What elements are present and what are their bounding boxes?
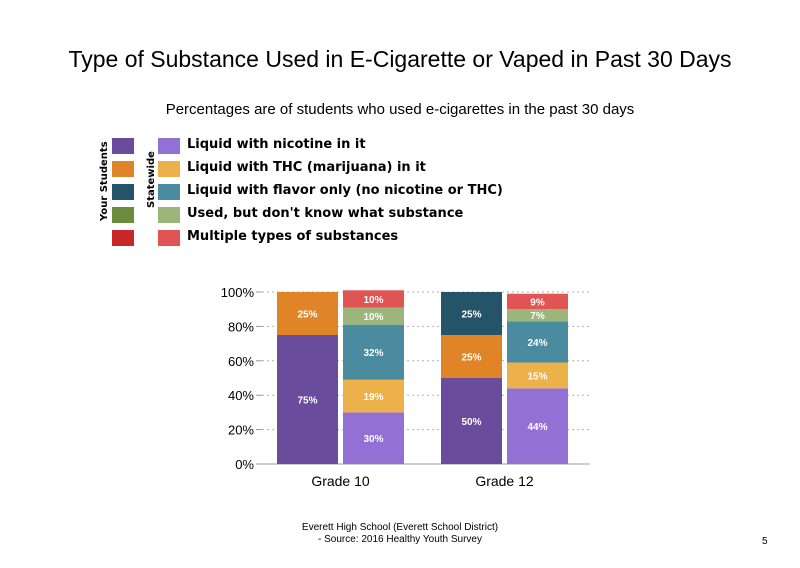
data-label: 19% xyxy=(363,392,383,403)
y-tick-label: 100% xyxy=(221,285,255,300)
data-label: 10% xyxy=(363,312,383,323)
footer-source: - Source: 2016 Healthy Youth Survey xyxy=(318,534,482,545)
legend-swatch-your-students xyxy=(112,230,134,246)
data-label: 25% xyxy=(297,310,317,321)
legend-label: Multiple types of substances xyxy=(187,229,399,244)
bar-segment xyxy=(507,388,568,464)
bar-segment xyxy=(441,378,502,464)
bar-segment xyxy=(343,324,404,380)
legend-swatch-your-students xyxy=(112,161,134,177)
bar-segment xyxy=(277,292,338,335)
legend-swatch-statewide xyxy=(158,230,180,246)
y-tick-label: 80% xyxy=(228,319,254,334)
bar-segment xyxy=(441,335,502,378)
legend-swatch-statewide xyxy=(158,138,180,154)
x-category-label: Grade 12 xyxy=(475,473,534,489)
legend-label: Used, but don't know what substance xyxy=(187,206,464,221)
footer: Everett High School (Everett School Dist… xyxy=(200,522,600,546)
data-label: 25% xyxy=(461,353,481,364)
bar-segment xyxy=(441,292,502,335)
data-label: 10% xyxy=(363,295,383,306)
page-number: 5 xyxy=(762,536,768,547)
legend-label: Liquid with THC (marijuana) in it xyxy=(187,160,426,175)
y-tick-label: 40% xyxy=(228,388,254,403)
legend-label: Liquid with flavor only (no nicotine or … xyxy=(187,183,503,198)
bar-segment xyxy=(507,362,568,389)
data-label: 32% xyxy=(363,348,383,359)
bar-segment xyxy=(277,335,338,464)
bar-segment xyxy=(507,293,568,310)
data-label: 75% xyxy=(297,396,317,407)
data-label: 15% xyxy=(527,371,547,382)
legend-swatch-statewide xyxy=(158,207,180,223)
bar-segment xyxy=(507,309,568,322)
legend-swatch-statewide xyxy=(158,161,180,177)
bar-segment xyxy=(343,290,404,308)
y-tick-label: 0% xyxy=(235,457,254,472)
data-label: 25% xyxy=(461,310,481,321)
legend-swatch-your-students xyxy=(112,184,134,200)
data-label: 7% xyxy=(530,311,545,322)
bar-segment xyxy=(343,307,404,325)
data-label: 44% xyxy=(527,422,547,433)
y-tick-label: 60% xyxy=(228,354,254,369)
legend-swatch-your-students xyxy=(112,138,134,154)
footer-school: Everett High School (Everett School Dist… xyxy=(301,522,499,533)
data-label: 50% xyxy=(461,417,481,428)
data-label: 24% xyxy=(527,338,547,349)
data-label: 9% xyxy=(530,297,545,308)
legend-swatch-statewide xyxy=(158,184,180,200)
legend-label: Liquid with nicotine in it xyxy=(187,137,366,152)
x-category-label: Grade 10 xyxy=(311,473,370,489)
bar-segment xyxy=(507,321,568,363)
legend-swatch-your-students xyxy=(112,207,134,223)
bar-segment xyxy=(343,379,404,413)
chart-subtitle: Percentages are of students who used e-c… xyxy=(165,101,635,118)
y-tick-label: 20% xyxy=(228,423,254,438)
chart-title: Type of Substance Used in E-Cigarette or… xyxy=(68,46,732,72)
data-label: 30% xyxy=(363,434,383,445)
bar-segment xyxy=(343,412,404,464)
